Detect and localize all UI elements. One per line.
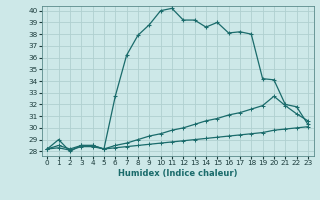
X-axis label: Humidex (Indice chaleur): Humidex (Indice chaleur) [118,169,237,178]
